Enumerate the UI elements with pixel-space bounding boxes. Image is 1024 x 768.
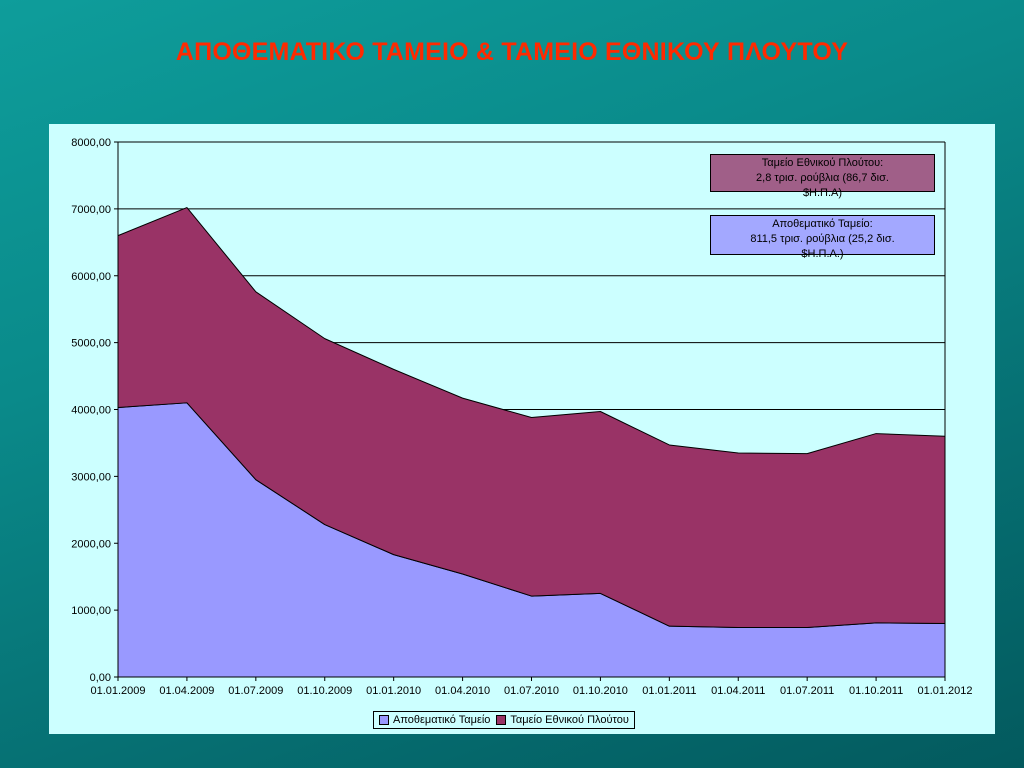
annotation-reserve-line3: $Η.Π.Α.) (801, 248, 844, 260)
slide-title: ΑΠΟΘΕΜΑΤΙΚΟ ΤΑΜΕΙΟ & ΤΑΜΕΙΟ ΕΘΝΙΚΟΥ ΠΛΟΥ… (175, 38, 849, 66)
x-tick-label: 01.10.2009 (297, 685, 352, 697)
y-tick-label: 3000,00 (71, 471, 111, 483)
x-tick-label: 01.01.2012 (917, 685, 972, 697)
y-tick-label: 6000,00 (71, 271, 111, 283)
y-tick-label: 5000,00 (71, 338, 111, 350)
x-tick-label: 01.07.2011 (780, 685, 834, 697)
y-tick-label: 8000,00 (71, 137, 111, 149)
x-tick-label: 01.10.2011 (849, 685, 903, 697)
x-tick-label: 01.04.2010 (435, 685, 490, 697)
x-tick-label: 01.04.2009 (159, 685, 214, 697)
y-tick-labels: 0,00 1000,00 2000,00 3000,00 4000,00 5000,00 6… (71, 137, 118, 684)
y-tick-label: 0,00 (90, 672, 111, 684)
y-tick-label: 2000,00 (71, 538, 111, 550)
x-tick-label: 01.01.2010 (366, 685, 421, 697)
legend-label-reserve: Αποθεματικό Ταμείο (393, 714, 491, 726)
x-tick-label: 01.07.2009 (228, 685, 283, 697)
annotation-sovereign-line1: Ταμείο Εθνικού Πλούτου: (761, 157, 884, 169)
x-tick-label: 01.01.2011 (642, 685, 696, 697)
legend-item-reserve: Αποθεματικό Ταμείο (379, 714, 490, 726)
annotation-reserve-fund: Αποθεματικό Ταμείο: 811,5 τρισ. ρούβλια … (710, 215, 935, 260)
x-tick-label: 01.01.2009 (90, 685, 145, 697)
annotation-reserve-line1: Αποθεματικό Ταμείο: (772, 218, 873, 230)
annotation-sovereign-line3: $Η.Π.Α) (802, 187, 843, 199)
annotation-reserve-line2: 811,5 τρισ. ρούβλια (25,2 δισ. (750, 233, 895, 245)
x-tick-label: 01.10.2010 (573, 685, 628, 697)
legend-item-sovereign: Ταμείο Εθνικού Πλούτου (496, 714, 629, 726)
x-tick-label: 01.04.2011 (711, 685, 765, 697)
legend-swatch-reserve (379, 715, 389, 725)
x-tick-labels: 01.01.2009 01.04.2009 01.07.2009 01.10.2009… (90, 677, 973, 697)
legend-label-sovereign: Ταμείο Εθνικού Πλούτου (510, 714, 629, 726)
chart-legend: Αποθεματικό Ταμείο Ταμείο Εθνικού Πλούτο… (373, 711, 635, 729)
annotation-sovereign-line2: 2,8 τρισ. ρούβλια (86,7 δισ. (756, 172, 889, 184)
y-tick-label: 1000,00 (71, 605, 111, 617)
y-tick-label: 4000,00 (71, 405, 111, 417)
annotation-sovereign-fund: Ταμείο Εθνικού Πλούτου: 2,8 τρισ. ρούβλι… (710, 154, 935, 199)
legend-swatch-sovereign (496, 715, 507, 725)
y-tick-label: 7000,00 (71, 204, 111, 216)
x-tick-label: 01.07.2010 (504, 685, 559, 697)
chart-panel: 0,00 1000,00 2000,00 3000,00 4000,00 5000,00 6… (49, 124, 995, 734)
